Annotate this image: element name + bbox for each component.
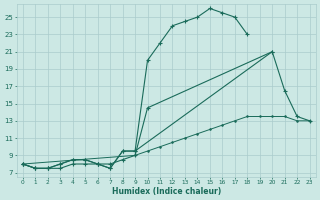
X-axis label: Humidex (Indice chaleur): Humidex (Indice chaleur): [112, 187, 221, 196]
